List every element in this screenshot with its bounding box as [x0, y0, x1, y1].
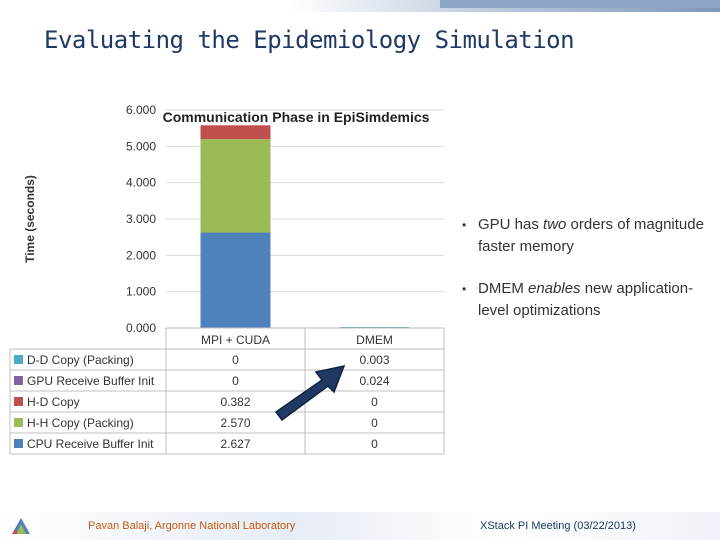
bullet-1-part-3: orders of magnitude faster memory: [478, 216, 704, 255]
footer-band: [0, 512, 720, 540]
bullet-1-part-1: GPU has: [478, 216, 544, 233]
footer-author: Pavan Balaji, Argonne National Laborator…: [88, 520, 296, 532]
y-tick-label: 4.000: [126, 176, 156, 190]
bullet-list: • GPU has two orders of magnitude faster…: [462, 214, 712, 342]
bullet-dot: •: [462, 218, 467, 232]
category-label: DMEM: [356, 333, 393, 347]
legend-label: D-D Copy (Packing): [27, 353, 134, 367]
data-label: 0: [371, 395, 378, 409]
y-tick-label: 0.000: [126, 321, 156, 335]
y-axis-label: Time (seconds): [23, 175, 37, 263]
arrow-shape: [274, 364, 346, 422]
data-label: 0.003: [359, 353, 389, 367]
y-tick-label: 2.000: [126, 248, 156, 262]
data-label: 2.570: [220, 416, 250, 430]
stacked-bar-chart: 0.000 1.000 2.000 3.000 4.000 5.000 6.000 Time …: [9, 103, 445, 455]
data-label: 0: [232, 353, 239, 367]
y-tick-label: 6.000: [126, 103, 156, 117]
slide-title: Evaluating the Epidemiology Simulation: [44, 26, 575, 54]
legend-label: CPU Receive Buffer Init: [27, 437, 154, 451]
data-label: 0.024: [359, 374, 389, 388]
legend-key: [14, 376, 23, 385]
legend-key: [14, 418, 23, 427]
data-label: 0: [232, 374, 239, 388]
top-decorative-band-accent: [440, 0, 720, 8]
category-label: MPI + CUDA: [201, 333, 270, 347]
bullet-text-2: DMEM enables new application-level optim…: [478, 280, 693, 319]
legend-key: [14, 355, 23, 364]
legend-label: H-D Copy: [27, 395, 80, 409]
bullet-item-2: • DMEM enables new application-level opt…: [462, 278, 712, 322]
pointer-arrow-icon: [274, 364, 346, 422]
data-label: 0: [371, 416, 378, 430]
bar-segment: [200, 139, 271, 233]
bullet-2-part-1: DMEM: [478, 280, 528, 297]
data-label: 0: [371, 437, 378, 451]
legend-key: [14, 439, 23, 448]
chart-title: Communication Phase in EpiSimdemics: [163, 109, 430, 125]
bullet-item-1: • GPU has two orders of magnitude faster…: [462, 214, 712, 258]
argonne-logo-icon: [12, 518, 30, 534]
y-tick-label: 5.000: [126, 139, 156, 153]
bullet-2-part-3: new application-level optimizations: [478, 280, 694, 319]
bullet-2-part-2: enables: [528, 280, 581, 297]
bar-segment: [200, 232, 271, 328]
bullet-text-1: GPU has two orders of magnitude faster m…: [478, 216, 704, 255]
legend-label: H-H Copy (Packing): [27, 416, 134, 430]
legend-key: [14, 397, 23, 406]
bar-segment: [200, 125, 271, 140]
legend-label: GPU Receive Buffer Init: [27, 374, 155, 388]
data-label: 0.382: [220, 395, 250, 409]
footer-event: XStack PI Meeting (03/22/2013): [480, 520, 636, 532]
bullet-1-part-2: two: [543, 216, 567, 233]
bullet-dot: •: [462, 282, 467, 296]
y-tick-label: 1.000: [126, 285, 156, 299]
y-tick-label: 3.000: [126, 212, 156, 226]
data-label: 2.627: [220, 437, 250, 451]
